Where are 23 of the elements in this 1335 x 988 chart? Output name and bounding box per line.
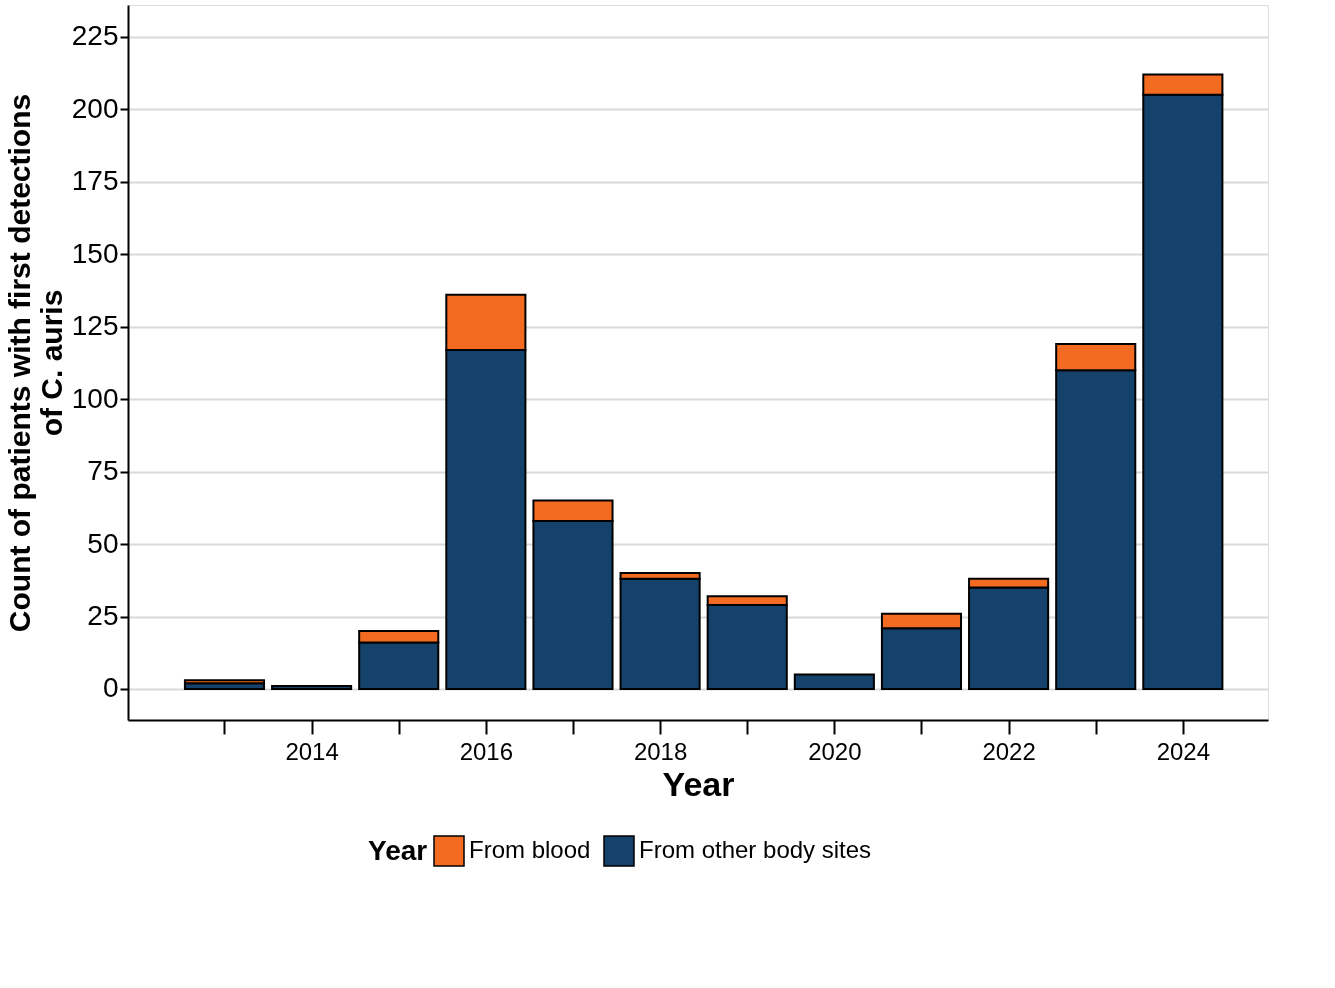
y-tick-label: 150 [71,237,119,269]
y-tick-label: 125 [71,310,119,342]
y-tick-label: 225 [71,20,119,52]
y-tick-label: 75 [87,455,119,487]
y-tick-label: 0 [102,672,119,704]
bar [271,685,353,690]
legend-title: Year [368,835,428,866]
y-tick-label: 25 [87,600,119,632]
legend-label: From blood [469,836,591,863]
y-tick-label: 200 [71,92,119,124]
x-tick-label: 2022 [982,737,1036,765]
legend-label: From other body sites [639,836,872,863]
x-tick-label: 2018 [633,737,688,765]
x-tick-label: 2020 [808,737,862,765]
y-tick-label: 175 [71,165,119,197]
x-tick-label: 2014 [285,737,339,765]
bar [793,673,875,690]
y-axis-title: Count of patients with first detections of C. auris [2,93,68,633]
x-tick-label: 2024 [1156,737,1211,765]
y-tick-label: 50 [87,527,119,559]
y-tick-label: 100 [71,382,119,414]
x-axis-title: Year [662,764,735,803]
x-tick-label: 2016 [459,737,514,765]
